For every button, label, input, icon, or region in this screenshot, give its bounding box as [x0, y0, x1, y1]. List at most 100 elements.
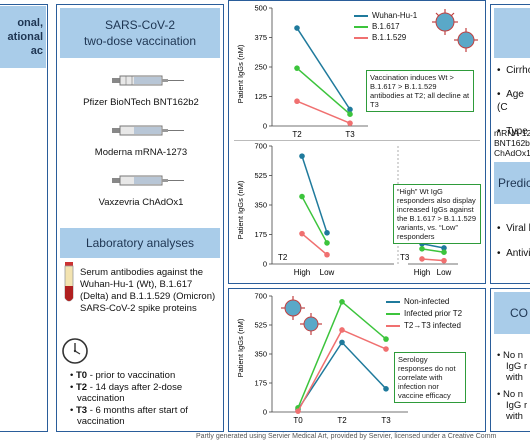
data-point [299, 230, 305, 237]
y-tick-label: 125 [254, 92, 267, 101]
legend-label: Wuhan-Hu-1 [372, 11, 418, 20]
x-tick-label: High [294, 268, 310, 277]
right-header-2-text: Predic [498, 176, 530, 190]
legend: Wuhan-Hu-1 B.1.617 B.1.1.529 [354, 10, 434, 43]
lab-header: Laboratory analyses [60, 228, 220, 258]
right-panel-bottom [490, 288, 530, 432]
chart-responders-igg: Patient IgGs (nM) 0 175 350 525 700 T2 High Low… [236, 142, 458, 277]
data-point [347, 111, 353, 117]
lab-header-text: Laboratory analyses [85, 236, 195, 250]
y-tick-label: 500 [254, 4, 267, 13]
right-bullet-text: IgG r [506, 361, 528, 372]
vaccine-label: Vaxzevria ChAdOx1 [98, 197, 184, 208]
legend-item: Wuhan-Hu-1 [354, 10, 434, 21]
timepoint-text: - prior to vaccination [87, 370, 176, 381]
syringe-icon [112, 175, 184, 186]
vaccination-header-line: two-dose vaccination [83, 34, 197, 48]
legend-label: B.1.617 [372, 22, 400, 31]
legend-item: Non-infected [386, 296, 484, 308]
x-tick-label: Low [437, 268, 452, 277]
right-bullet: • Cirrho [497, 64, 530, 77]
y-tick-label: 350 [254, 201, 267, 210]
legend-item: B.1.617 [354, 21, 434, 32]
data-point [324, 251, 330, 258]
x-tick-label: High [414, 268, 430, 277]
y-tick-label: 525 [254, 321, 267, 330]
right-bullet-text: with [506, 372, 523, 383]
right-bullet-list: • Cirrho • Age (C • Type c [497, 64, 530, 138]
right-bullet: • No n IgG r with [497, 350, 530, 383]
left-panel [0, 4, 48, 432]
test-tube-icon [64, 262, 74, 302]
data-point [441, 249, 447, 255]
timepoint-text: - 6 months after start of vaccination [77, 404, 188, 428]
right-bullet-text: Cirrho [506, 65, 530, 76]
left-title-line: onal, [17, 17, 43, 29]
x-tick-label: T3 [345, 130, 355, 139]
x-tick-label: T2 [337, 416, 347, 425]
methods-panel [56, 4, 224, 432]
series-line [301, 155, 328, 234]
timepoint-list: • T0 - prior to vaccination • T2 - 14 da… [70, 370, 222, 428]
y-tick-label: 0 [263, 408, 267, 417]
y-tick-label: 375 [254, 33, 267, 42]
series-line [301, 196, 328, 244]
y-tick-label: 0 [263, 260, 267, 269]
chart-variant-igg: Patient IgGs (nM) 0 125 250 375 500 T2 T3 [236, 4, 368, 139]
x-tick-label: T0 [293, 416, 303, 425]
annotation-box: Serology responses do not correlate with… [394, 352, 466, 403]
data-point [324, 240, 330, 246]
vaccine-label: Pfizer BioNTech BNT162b2 [83, 97, 199, 108]
vaccine-label: Moderna mRNA-1273 [94, 147, 188, 158]
legend: Non-infected Infected prior T2 T2→T3 inf… [386, 296, 484, 332]
right-bullet-text: No n [502, 350, 524, 361]
legend-label: T2→T3 infected [404, 321, 461, 330]
annotation-box: “High” Wt IgG responders also display in… [393, 184, 481, 244]
x-tick-label: Low [320, 268, 335, 277]
y-tick-label: 350 [254, 350, 267, 359]
data-point [419, 246, 425, 252]
lab-description: Serum antibodies against the Wuhan-Hu-1 … [80, 267, 216, 314]
data-point [339, 327, 345, 333]
legend-item: T2→T3 infected [386, 320, 484, 332]
y-axis-label: Patient IgGs (nM) [236, 44, 245, 103]
right-bullet-text: Age (C [497, 89, 524, 113]
y-axis-label: Patient IgGs (nM) [236, 318, 245, 377]
series-line [421, 248, 445, 253]
legend-item: Infected prior T2 [386, 308, 484, 320]
data-point [419, 256, 425, 262]
data-point [383, 346, 389, 352]
right-header-2: Predic [494, 162, 530, 204]
vaccination-header-line: SARS-CoV-2 [104, 18, 176, 32]
right-bullet-text: with [506, 411, 523, 422]
y-axis-label: Patient IgGs (nM) [236, 180, 245, 239]
series-line [296, 100, 351, 124]
legend-label: Non-infected [404, 297, 450, 306]
right-bullet-text: Viral h [506, 223, 530, 234]
right-vaccine-list: mRNA-12 BNT162b2 ChAdOx1 [494, 128, 530, 158]
right-vaccine-item: ChAdOx1 [494, 148, 530, 158]
right-bullet: • Viral h [497, 222, 530, 235]
right-bullet-list: • No n IgG r with • No n IgG r with [497, 350, 530, 422]
vaccination-header: SARS-CoV-2 two-dose vaccination [60, 8, 220, 58]
clock-icon [62, 338, 88, 364]
data-point [294, 25, 300, 31]
left-title-line: ational [7, 31, 43, 43]
data-point [441, 257, 447, 264]
legend-label: B.1.1.529 [372, 33, 407, 42]
group-label: T3 [400, 253, 410, 262]
series-line [421, 258, 445, 262]
timepoint-text: - 14 days after 2-dose vaccination [77, 381, 183, 405]
data-point [339, 339, 345, 346]
chart-infection-igg: Patient IgGs (nM) 0 175 350 525 700 T0 T2 T3 [236, 292, 408, 425]
left-title-line: ac [30, 45, 43, 57]
footer-credit: Partly generated using Servier Medical A… [196, 433, 497, 440]
x-tick-label: T2 [292, 130, 302, 139]
right-bullet-list: • Viral h • Antivir [497, 222, 530, 260]
right-bullet-text: Antivir [506, 248, 530, 259]
y-tick-label: 700 [254, 142, 267, 151]
legend-item: B.1.1.529 [354, 32, 434, 43]
right-panel-top [490, 4, 530, 284]
data-point [294, 98, 300, 105]
y-tick-label: 175 [254, 379, 267, 388]
